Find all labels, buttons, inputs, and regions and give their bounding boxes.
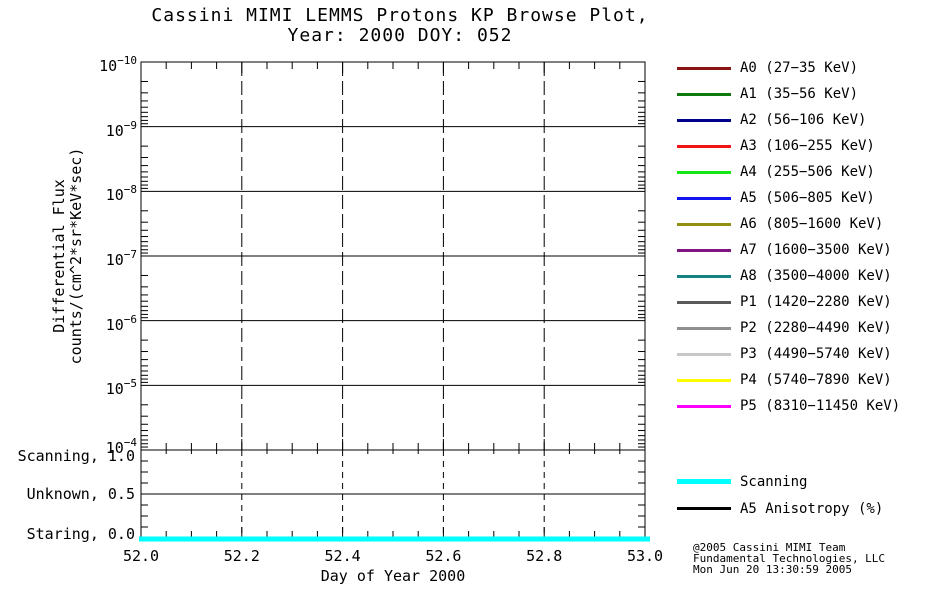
- legend-item: P5 (8310−11450 KeV): [677, 393, 947, 419]
- legend-item: P3 (4490−5740 KeV): [677, 341, 947, 367]
- legend-extra: Scanning A5 Anisotropy (%): [677, 468, 947, 522]
- legend-swatch: [677, 507, 731, 510]
- legend-label: P3 (4490−5740 KeV): [740, 346, 892, 362]
- chart-subtitle: Year: 2000 DOY: 052: [287, 25, 513, 46]
- chart-title: Cassini MIMI LEMMS Protons KP Browse Plo…: [151, 5, 649, 26]
- legend-item: A5 (506−805 KeV): [677, 185, 947, 211]
- legend-label: A1 (35−56 KeV): [740, 86, 859, 102]
- legend-label: A5 Anisotropy (%): [740, 500, 884, 517]
- x-tick-label: 52.4: [324, 547, 361, 565]
- mode-tick-label: Unknown, 0.5: [26, 485, 135, 503]
- legend-item: P2 (2280−4490 KeV): [677, 315, 947, 341]
- legend-label: Scanning: [740, 473, 808, 490]
- x-tick-label: 52.8: [526, 547, 563, 565]
- flux-axis-title-line1: Differential Flux: [50, 179, 68, 333]
- flux-tick-label: 10−10: [99, 54, 137, 75]
- credit-line-2: Fundamental Technologies, LLC: [693, 552, 886, 565]
- flux-tick-label: 10−8: [105, 183, 137, 205]
- flux-axis-title: Differential Flux counts/(cm^2*sr*KeV*se…: [50, 147, 85, 365]
- legend-swatch: [677, 274, 731, 278]
- mode-tick-label: Scanning, 1.0: [17, 447, 135, 465]
- legend-label: A6 (805−1600 KeV): [740, 216, 884, 232]
- legend-label: P1 (1420−2280 KeV): [740, 294, 892, 310]
- legend-item: A7 (1600−3500 KeV): [677, 237, 947, 263]
- legend-label: P2 (2280−4490 KeV): [740, 320, 892, 336]
- legend-item: A5 Anisotropy (%): [677, 495, 947, 522]
- x-axis-title: Day of Year 2000: [320, 567, 466, 585]
- credit-block: @2005 Cassini MIMI Team Fundamental Tech…: [693, 542, 885, 575]
- credit-line-1: @2005 Cassini MIMI Team: [693, 541, 846, 554]
- flux-axis-title-line2: counts/(cm^2*sr*KeV*sec): [67, 147, 85, 365]
- legend-item: A6 (805−1600 KeV): [677, 211, 947, 237]
- legend-item: A3 (106−255 KeV): [677, 133, 947, 159]
- legend-label: A4 (255−506 KeV): [740, 164, 875, 180]
- legend-label: P4 (5740−7890 KeV): [740, 372, 892, 388]
- flux-tick-label: 10−7: [105, 248, 137, 269]
- legend-swatch: [677, 170, 731, 174]
- legend-item: P4 (5740−7890 KeV): [677, 367, 947, 393]
- legend-label: P5 (8310−11450 KeV): [740, 398, 901, 414]
- flux-tick-label: 10−5: [105, 377, 137, 399]
- title-block: Cassini MIMI LEMMS Protons KP Browse Plo…: [0, 6, 800, 46]
- credit-line-3: Mon Jun 20 13:30:59 2005: [693, 563, 852, 576]
- legend-item: A2 (56−106 KeV): [677, 107, 947, 133]
- legend-label: A0 (27−35 KeV): [740, 60, 859, 76]
- legend-swatch: [677, 222, 731, 226]
- legend-item: A1 (35−56 KeV): [677, 81, 947, 107]
- legend-swatch: [677, 352, 731, 356]
- legend-label: A5 (506−805 KeV): [740, 190, 875, 206]
- legend-swatch: [677, 144, 731, 148]
- legend-label: A7 (1600−3500 KeV): [740, 242, 892, 258]
- mode-tick-label: Staring, 0.0: [26, 525, 135, 543]
- legend-swatch: [677, 326, 731, 330]
- legend-swatch: [677, 404, 731, 408]
- flux-tick-label: 10−4: [105, 436, 137, 457]
- legend-label: A2 (56−106 KeV): [740, 112, 867, 128]
- flux-tick-label: 10−6: [105, 312, 137, 334]
- legend-channels: A0 (27−35 KeV) A1 (35−56 KeV) A2 (56−106 K…: [677, 55, 947, 419]
- legend-item: A0 (27−35 KeV): [677, 55, 947, 81]
- x-tick-label: 53.0: [626, 547, 664, 565]
- legend-swatch: [677, 66, 731, 70]
- legend-label: A3 (106−255 KeV): [740, 138, 875, 154]
- legend-item: A8 (3500−4000 KeV): [677, 263, 947, 289]
- x-tick-label: 52.6: [425, 547, 462, 565]
- legend-swatch: [677, 300, 731, 304]
- legend-swatch: [677, 378, 731, 382]
- legend-swatch: [677, 479, 731, 484]
- x-tick-label: 52.0: [122, 547, 160, 565]
- flux-tick-label: 10−9: [105, 118, 137, 140]
- legend-label: A8 (3500−4000 KeV): [740, 268, 892, 284]
- legend-swatch: [677, 196, 731, 200]
- legend-swatch: [677, 118, 731, 122]
- legend-swatch: [677, 92, 731, 96]
- legend-item: Scanning: [677, 468, 947, 495]
- legend-item: A4 (255−506 KeV): [677, 159, 947, 185]
- x-tick-label: 52.2: [223, 547, 260, 565]
- legend-item: P1 (1420−2280 KeV): [677, 289, 947, 315]
- legend-swatch: [677, 248, 731, 252]
